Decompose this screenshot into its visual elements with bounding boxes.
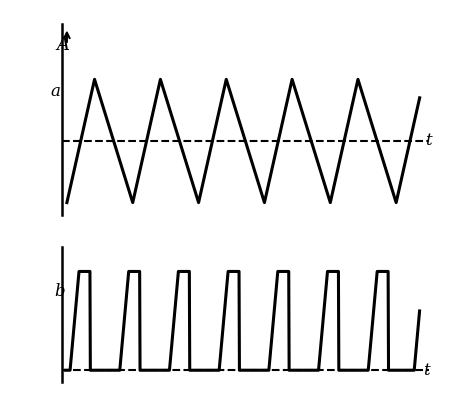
Text: b: b [55, 283, 65, 300]
Text: t: t [423, 362, 430, 379]
Text: A: A [56, 36, 69, 54]
Text: t: t [425, 133, 431, 150]
Text: a: a [50, 83, 60, 100]
